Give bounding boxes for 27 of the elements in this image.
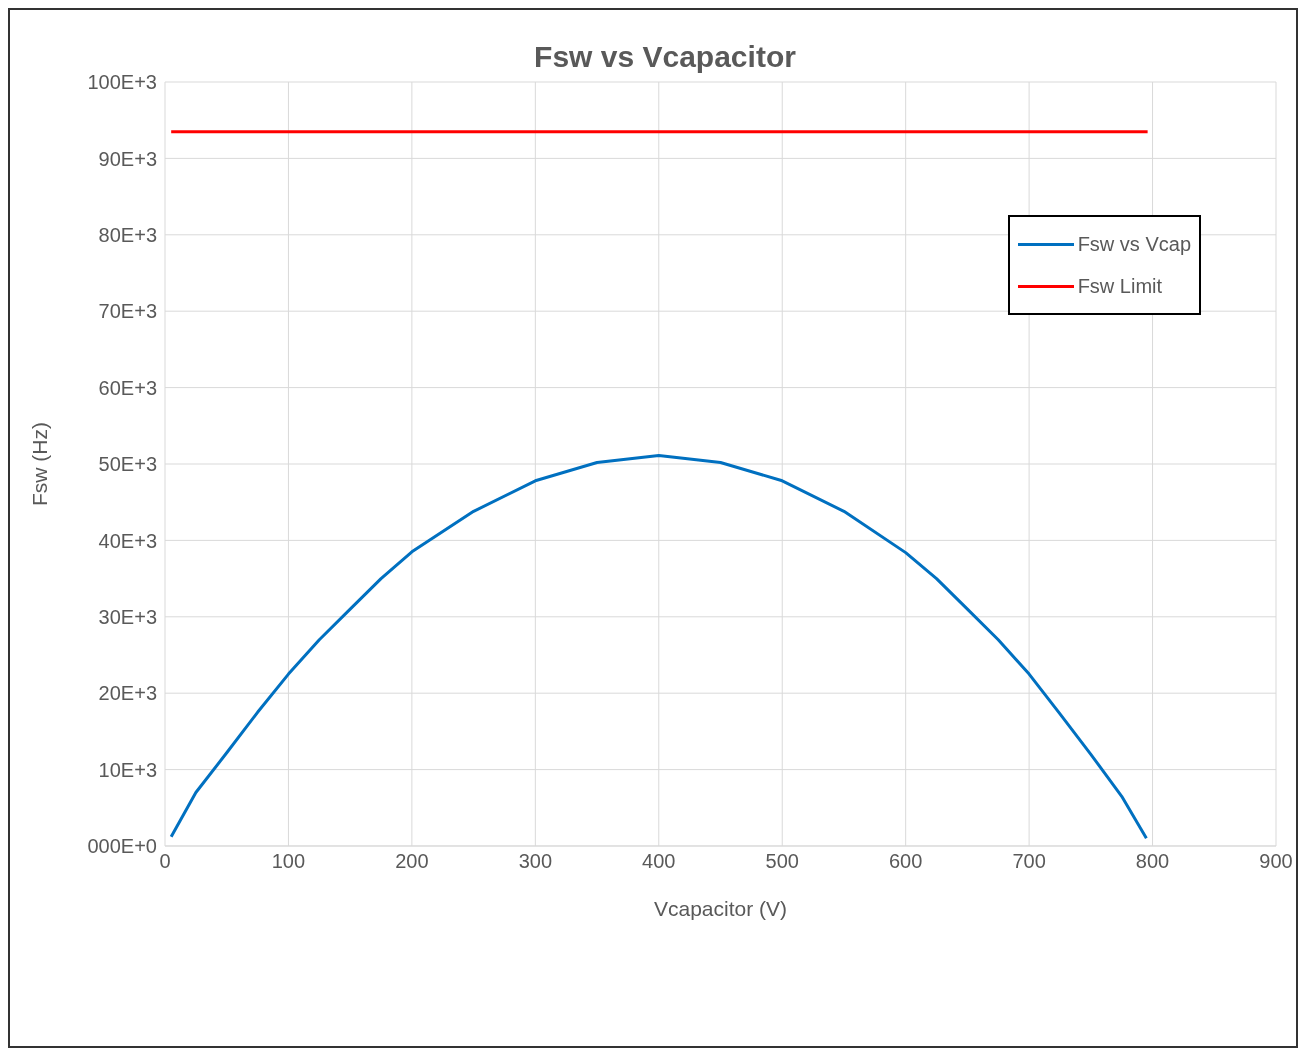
x-tick-label: 400: [642, 850, 676, 873]
y-tick-label: 20E+3: [98, 682, 157, 705]
line-series: [169, 454, 1148, 840]
y-tick-label: 40E+3: [98, 529, 157, 552]
x-tick-label: 100: [271, 850, 306, 873]
y-tick-label: 70E+3: [98, 300, 157, 323]
x-tick-label: 600: [888, 850, 923, 873]
legend-label: Fsw Limit: [1076, 274, 1164, 299]
legend-label: Fsw vs Vcap: [1076, 232, 1191, 257]
chart-title: Fsw vs Vcapacitor: [534, 40, 796, 73]
y-tick-label: 10E+3: [98, 758, 157, 781]
x-tick-label: 200: [395, 850, 429, 873]
x-tick-label: 300: [518, 850, 553, 873]
x-tick-label: 800: [1135, 850, 1170, 873]
y-tick-label: 000E+0: [87, 835, 157, 858]
x-tick-label: 700: [1012, 850, 1046, 873]
x-tick-label: 0: [159, 850, 171, 873]
y-tick-label: 50E+3: [98, 453, 157, 476]
x-axis-title: Vcapacitor (V): [653, 897, 788, 920]
x-tick-label: 500: [765, 850, 799, 873]
x-tick-label: 900: [1259, 850, 1293, 873]
y-tick-label: 100E+3: [87, 71, 157, 94]
y-tick-label: 80E+3: [98, 223, 157, 246]
y-tick-label: 30E+3: [98, 605, 157, 628]
y-tick-label: 90E+3: [98, 147, 157, 170]
y-axis-title: Fsw (Hz): [28, 422, 52, 506]
y-tick-label: 60E+3: [98, 376, 157, 399]
